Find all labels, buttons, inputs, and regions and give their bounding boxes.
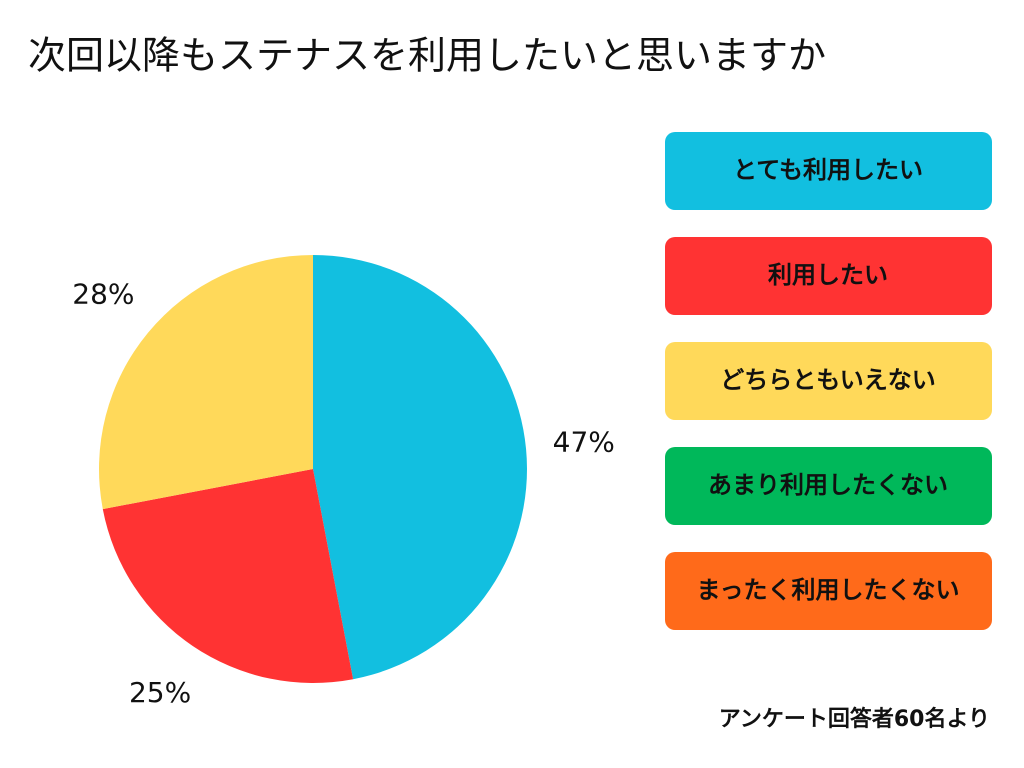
legend-label: どちらともいえない (720, 366, 936, 394)
note: アンケート回答者60名より (719, 706, 990, 732)
data-label: 47% (553, 425, 615, 458)
legend-swatch (665, 237, 992, 315)
legend-swatch (665, 132, 992, 210)
data-label: 25% (129, 676, 191, 709)
legend-swatch (665, 552, 992, 630)
legend-label: あまり利用したくない (708, 471, 948, 499)
pie-slice (98, 255, 313, 510)
data-label: 28% (72, 278, 134, 311)
legend-label: 利用したい (768, 261, 888, 289)
pie-slice (102, 469, 354, 683)
legend-swatch (665, 447, 992, 525)
pie-slice (313, 255, 527, 680)
chart-title: 次回以降もステナスを利用したいと思いますか (28, 34, 826, 78)
legend-swatch (665, 342, 992, 420)
legend-label: まったく利用したくない (696, 576, 959, 604)
legend-label: とても利用したい (733, 156, 923, 184)
